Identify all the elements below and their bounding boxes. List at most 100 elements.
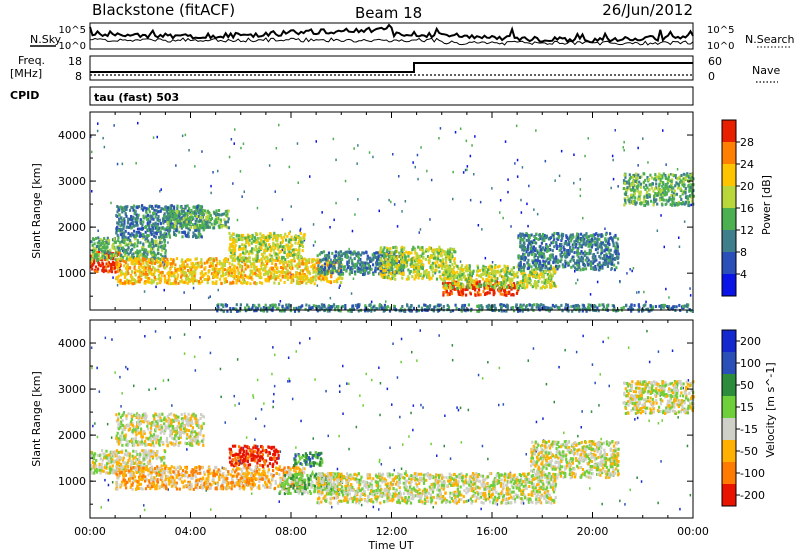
data-cell	[533, 275, 536, 279]
data-cell	[101, 252, 104, 255]
data-cell	[455, 280, 458, 284]
data-cell	[199, 216, 202, 220]
data-cell	[537, 252, 541, 256]
data-cell	[123, 206, 126, 210]
data-cell	[538, 233, 541, 237]
data-cell	[571, 255, 574, 259]
data-cell	[259, 274, 262, 278]
data-cell	[298, 274, 301, 278]
data-cell	[414, 275, 417, 279]
data-cell	[534, 261, 537, 265]
data-cell	[460, 282, 463, 286]
data-cell	[592, 258, 595, 262]
data-cell	[116, 277, 119, 281]
data-cell	[261, 252, 264, 256]
data-cell	[389, 277, 392, 281]
data-cell	[153, 208, 156, 212]
noise-cell	[279, 300, 282, 303]
data-cell	[283, 251, 286, 255]
data-cell	[168, 278, 171, 282]
data-cell	[137, 266, 141, 269]
data-cell	[384, 275, 387, 279]
data-cell	[184, 280, 187, 284]
data-cell	[458, 274, 461, 278]
data-cell	[201, 226, 204, 229]
data-cell	[101, 246, 105, 249]
data-cell	[328, 270, 331, 274]
data-cell	[354, 270, 357, 274]
data-cell	[282, 264, 285, 268]
data-cell	[451, 273, 454, 276]
data-cell	[110, 267, 113, 271]
data-cell	[463, 275, 466, 278]
data-cell	[539, 237, 542, 241]
noise-cell	[462, 171, 465, 174]
data-cell	[677, 200, 680, 204]
data-cell	[282, 245, 285, 249]
noise-cell	[670, 173, 672, 176]
noise-cell	[573, 181, 575, 185]
data-cell	[135, 255, 139, 259]
data-cell	[132, 252, 135, 256]
data-cell	[510, 293, 513, 297]
data-cell	[106, 242, 109, 246]
data-cell	[417, 245, 420, 249]
noise-cell	[155, 285, 157, 289]
noise-cell	[315, 140, 317, 143]
data-cell	[325, 263, 328, 267]
data-cell	[339, 250, 343, 254]
data-cell	[534, 249, 537, 253]
data-cell	[290, 261, 293, 265]
data-cell	[244, 236, 247, 240]
data-cell	[173, 212, 176, 216]
data-cell	[345, 269, 348, 273]
data-cell	[337, 272, 340, 276]
data-cell	[389, 266, 392, 270]
data-cell	[369, 259, 372, 263]
data-cell	[483, 283, 486, 287]
data-cell	[388, 255, 391, 259]
data-cell	[401, 253, 404, 257]
data-cell	[163, 274, 166, 278]
data-cell	[282, 261, 285, 264]
data-cell	[152, 256, 155, 260]
noise-cell	[689, 287, 691, 290]
data-cell	[596, 237, 599, 241]
data-cell	[510, 285, 513, 289]
data-cell	[160, 226, 163, 230]
data-cell	[124, 212, 127, 215]
data-cell	[425, 269, 428, 272]
data-cell	[451, 286, 454, 290]
data-cell	[267, 276, 270, 279]
noise-cell	[241, 195, 243, 198]
data-cell	[268, 276, 272, 280]
data-cell	[364, 261, 367, 265]
data-cell	[417, 276, 420, 280]
data-cell	[142, 208, 145, 212]
data-cell	[462, 292, 465, 296]
nsearch-tick-top: 10^5	[707, 25, 734, 36]
data-cell	[286, 276, 290, 280]
data-cell	[192, 226, 195, 229]
data-cell	[129, 251, 132, 254]
data-cell	[140, 259, 143, 263]
data-cell	[141, 223, 144, 227]
noise-cell	[275, 147, 278, 150]
data-cell	[156, 282, 159, 286]
data-cell	[305, 258, 308, 262]
data-cell	[131, 243, 134, 247]
data-cell	[337, 255, 340, 259]
data-cell	[143, 254, 147, 258]
data-cell	[212, 264, 215, 268]
data-cell	[197, 211, 200, 215]
data-cell	[344, 252, 347, 255]
data-cell	[159, 271, 162, 275]
data-cell	[450, 256, 453, 260]
data-cell	[157, 270, 160, 273]
data-cell	[535, 275, 539, 279]
data-cell	[314, 263, 317, 267]
data-cell	[173, 281, 176, 285]
data-cell	[95, 245, 98, 248]
data-cell	[107, 256, 111, 260]
data-cell	[415, 266, 418, 270]
